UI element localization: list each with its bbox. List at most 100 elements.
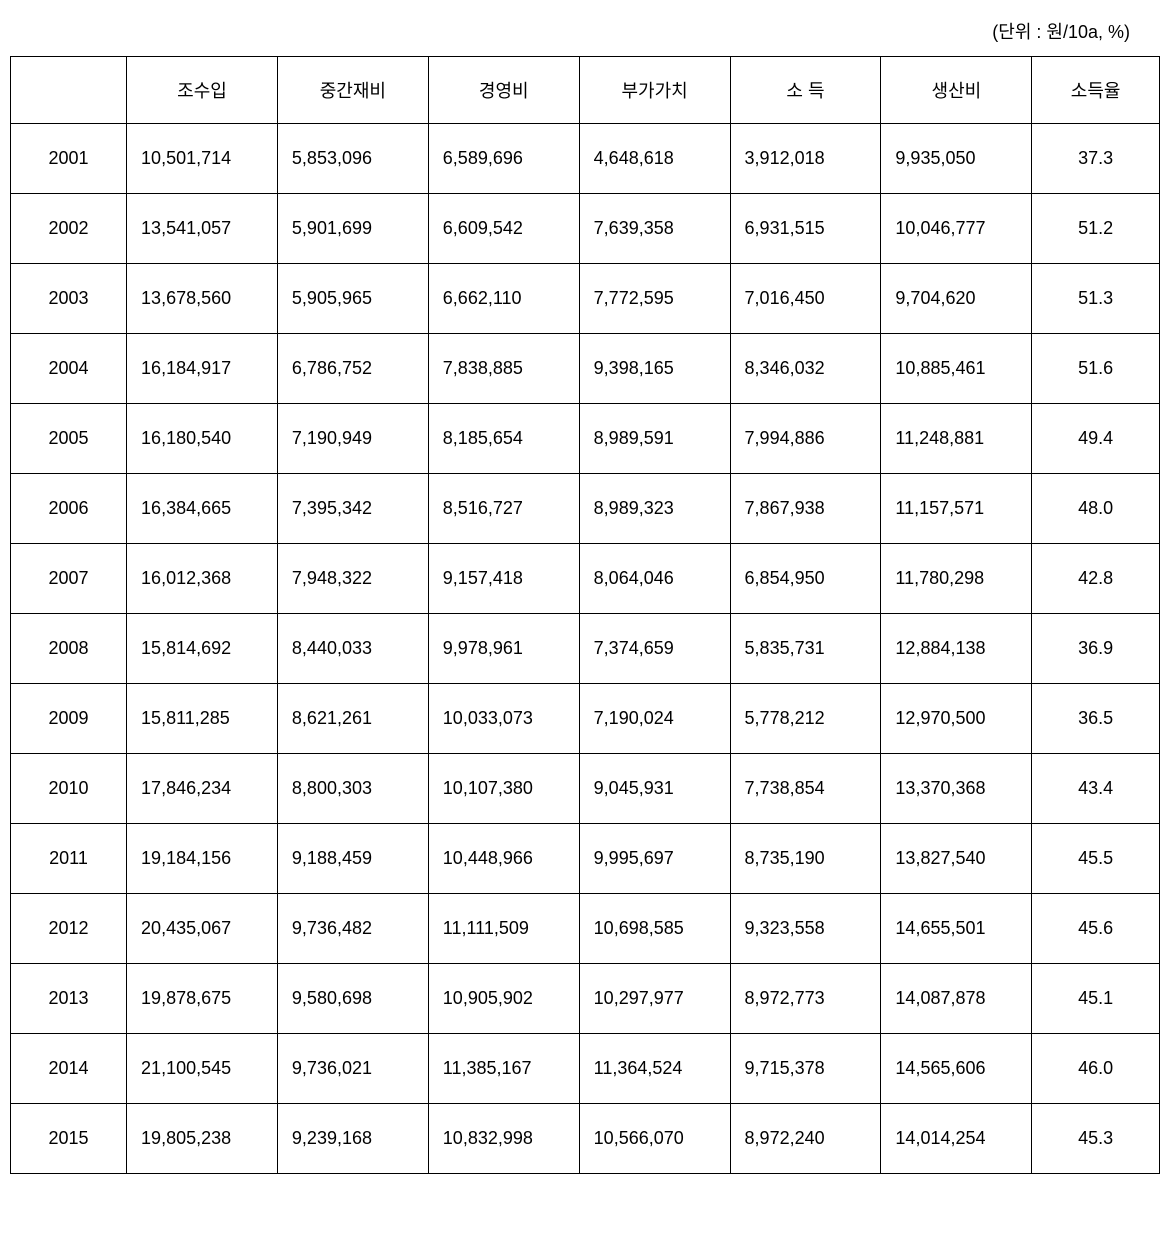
cell-value: 7,374,659 bbox=[579, 614, 730, 684]
cell-value: 17,846,234 bbox=[127, 754, 278, 824]
cell-value: 9,188,459 bbox=[277, 824, 428, 894]
cell-value: 14,087,878 bbox=[881, 964, 1032, 1034]
cell-value: 7,190,024 bbox=[579, 684, 730, 754]
cell-value: 10,107,380 bbox=[428, 754, 579, 824]
col-header-income-rate: 소득율 bbox=[1032, 57, 1160, 124]
cell-value: 9,995,697 bbox=[579, 824, 730, 894]
cell-year: 2004 bbox=[11, 334, 127, 404]
cell-value: 6,854,950 bbox=[730, 544, 881, 614]
cell-value: 16,180,540 bbox=[127, 404, 278, 474]
cell-value: 8,972,773 bbox=[730, 964, 881, 1034]
cell-value: 9,157,418 bbox=[428, 544, 579, 614]
cell-value: 8,989,591 bbox=[579, 404, 730, 474]
cell-value: 11,248,881 bbox=[881, 404, 1032, 474]
cell-rate: 51.2 bbox=[1032, 194, 1160, 264]
col-header-value-added: 부가가치 bbox=[579, 57, 730, 124]
cell-rate: 48.0 bbox=[1032, 474, 1160, 544]
cell-year: 2013 bbox=[11, 964, 127, 1034]
cell-value: 7,948,322 bbox=[277, 544, 428, 614]
cell-value: 19,184,156 bbox=[127, 824, 278, 894]
table-row: 201421,100,5459,736,02111,385,16711,364,… bbox=[11, 1034, 1160, 1104]
col-header-year bbox=[11, 57, 127, 124]
table-row: 200915,811,2858,621,26110,033,0737,190,0… bbox=[11, 684, 1160, 754]
cell-value: 13,827,540 bbox=[881, 824, 1032, 894]
cell-value: 7,016,450 bbox=[730, 264, 881, 334]
col-header-production-cost: 생산비 bbox=[881, 57, 1032, 124]
cell-value: 8,735,190 bbox=[730, 824, 881, 894]
cell-value: 10,832,998 bbox=[428, 1104, 579, 1174]
cell-value: 9,580,698 bbox=[277, 964, 428, 1034]
cell-value: 5,778,212 bbox=[730, 684, 881, 754]
cell-value: 9,045,931 bbox=[579, 754, 730, 824]
cell-value: 14,565,606 bbox=[881, 1034, 1032, 1104]
cell-value: 19,878,675 bbox=[127, 964, 278, 1034]
cell-year: 2007 bbox=[11, 544, 127, 614]
cell-year: 2014 bbox=[11, 1034, 127, 1104]
table-row: 201519,805,2389,239,16810,832,99810,566,… bbox=[11, 1104, 1160, 1174]
cell-value: 15,814,692 bbox=[127, 614, 278, 684]
cell-value: 6,786,752 bbox=[277, 334, 428, 404]
cell-value: 11,364,524 bbox=[579, 1034, 730, 1104]
cell-value: 3,912,018 bbox=[730, 124, 881, 194]
table-row: 201319,878,6759,580,69810,905,90210,297,… bbox=[11, 964, 1160, 1034]
cell-value: 9,239,168 bbox=[277, 1104, 428, 1174]
cell-value: 7,838,885 bbox=[428, 334, 579, 404]
cell-year: 2011 bbox=[11, 824, 127, 894]
cell-value: 5,853,096 bbox=[277, 124, 428, 194]
table-row: 200416,184,9176,786,7527,838,8859,398,16… bbox=[11, 334, 1160, 404]
unit-label: (단위 : 원/10a, %) bbox=[10, 10, 1160, 56]
cell-value: 7,395,342 bbox=[277, 474, 428, 544]
cell-value: 14,014,254 bbox=[881, 1104, 1032, 1174]
col-header-intermediate-cost: 중간재비 bbox=[277, 57, 428, 124]
cell-year: 2010 bbox=[11, 754, 127, 824]
cell-value: 13,678,560 bbox=[127, 264, 278, 334]
cell-value: 9,935,050 bbox=[881, 124, 1032, 194]
cell-value: 6,662,110 bbox=[428, 264, 579, 334]
cell-value: 12,970,500 bbox=[881, 684, 1032, 754]
cell-value: 15,811,285 bbox=[127, 684, 278, 754]
cell-value: 16,384,665 bbox=[127, 474, 278, 544]
cell-value: 8,346,032 bbox=[730, 334, 881, 404]
table-row: 201220,435,0679,736,48211,111,50910,698,… bbox=[11, 894, 1160, 964]
cell-year: 2015 bbox=[11, 1104, 127, 1174]
cell-rate: 46.0 bbox=[1032, 1034, 1160, 1104]
cell-rate: 51.6 bbox=[1032, 334, 1160, 404]
table-row: 201119,184,1569,188,45910,448,9669,995,6… bbox=[11, 824, 1160, 894]
cell-value: 8,064,046 bbox=[579, 544, 730, 614]
cell-value: 11,780,298 bbox=[881, 544, 1032, 614]
cell-rate: 36.5 bbox=[1032, 684, 1160, 754]
cell-value: 16,184,917 bbox=[127, 334, 278, 404]
cell-value: 8,185,654 bbox=[428, 404, 579, 474]
cell-rate: 37.3 bbox=[1032, 124, 1160, 194]
cell-value: 13,370,368 bbox=[881, 754, 1032, 824]
table-row: 200716,012,3687,948,3229,157,4188,064,04… bbox=[11, 544, 1160, 614]
cell-year: 2005 bbox=[11, 404, 127, 474]
cell-value: 10,905,902 bbox=[428, 964, 579, 1034]
cell-value: 10,698,585 bbox=[579, 894, 730, 964]
cell-value: 16,012,368 bbox=[127, 544, 278, 614]
cell-value: 13,541,057 bbox=[127, 194, 278, 264]
cell-value: 8,516,727 bbox=[428, 474, 579, 544]
cell-value: 8,800,303 bbox=[277, 754, 428, 824]
table-header-row: 조수입 중간재비 경영비 부가가치 소 득 생산비 소득율 bbox=[11, 57, 1160, 124]
cell-rate: 45.5 bbox=[1032, 824, 1160, 894]
table-row: 200213,541,0575,901,6996,609,5427,639,35… bbox=[11, 194, 1160, 264]
cell-value: 9,978,961 bbox=[428, 614, 579, 684]
cell-value: 8,440,033 bbox=[277, 614, 428, 684]
cell-value: 20,435,067 bbox=[127, 894, 278, 964]
cell-value: 21,100,545 bbox=[127, 1034, 278, 1104]
data-table: 조수입 중간재비 경영비 부가가치 소 득 생산비 소득율 200110,501… bbox=[10, 56, 1160, 1174]
cell-value: 14,655,501 bbox=[881, 894, 1032, 964]
col-header-operating-cost: 경영비 bbox=[428, 57, 579, 124]
cell-value: 7,994,886 bbox=[730, 404, 881, 474]
cell-rate: 45.1 bbox=[1032, 964, 1160, 1034]
cell-value: 7,190,949 bbox=[277, 404, 428, 474]
cell-value: 10,046,777 bbox=[881, 194, 1032, 264]
col-header-revenue: 조수입 bbox=[127, 57, 278, 124]
cell-value: 7,772,595 bbox=[579, 264, 730, 334]
cell-year: 2006 bbox=[11, 474, 127, 544]
cell-year: 2008 bbox=[11, 614, 127, 684]
cell-value: 9,704,620 bbox=[881, 264, 1032, 334]
cell-value: 10,501,714 bbox=[127, 124, 278, 194]
cell-rate: 45.6 bbox=[1032, 894, 1160, 964]
